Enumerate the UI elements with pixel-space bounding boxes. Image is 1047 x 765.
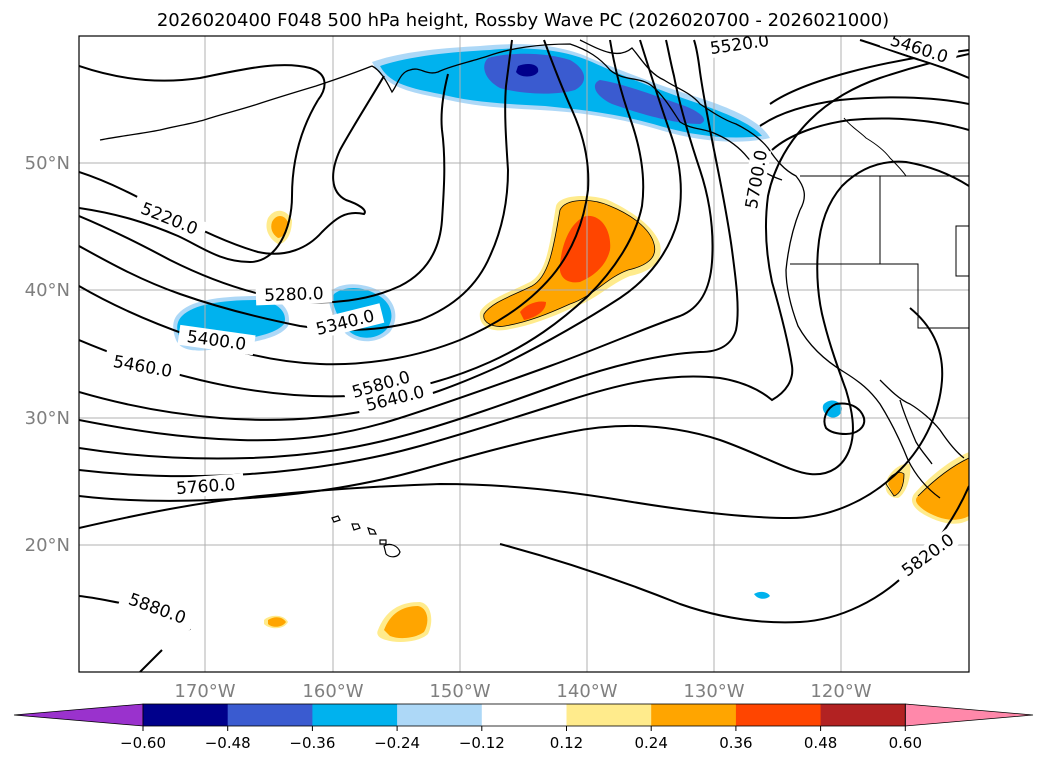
colorbar-tick-label: 0.24 (634, 734, 667, 752)
contour-closed-low (823, 402, 866, 436)
pos-strong-central (559, 215, 611, 283)
colorbar-segment (227, 704, 313, 726)
contour-5220-a (79, 99, 319, 264)
neg-small-south (754, 591, 770, 599)
contour-north-1 (79, 64, 326, 101)
hawaiian-islands (331, 515, 401, 558)
lat-tick: 40°N (25, 280, 70, 301)
pos-mid-hawaii (384, 606, 428, 639)
coast-panhandle (579, 39, 806, 211)
colorbar-segment (397, 704, 483, 726)
contour-5760 (79, 160, 969, 502)
pos-mid-sw (268, 617, 286, 627)
colorbar-segment (566, 704, 652, 726)
colorbar-tick-label: −0.60 (120, 734, 166, 752)
colorbar-tick-label: 0.48 (804, 734, 837, 752)
contour-5460-north (859, 39, 969, 79)
anomaly-outlines (483, 200, 969, 497)
map-frame (78, 35, 970, 673)
contour-5580 (79, 39, 714, 442)
border-alaska-canada (843, 117, 907, 177)
lon-tick: 170°W (174, 681, 235, 702)
contour-5640 (79, 39, 739, 460)
lon-tick-labels: 170°W 160°W 150°W 140°W 130°W 120°W (174, 681, 871, 702)
colorbar-segment (735, 704, 822, 726)
colorbar-frame (142, 703, 906, 727)
contour-5580-north (759, 96, 969, 127)
contour-label: 5280.0 (264, 284, 324, 306)
contour-5820-inner (79, 307, 944, 529)
lon-tick: 140°W (556, 681, 617, 702)
lon-tick: 150°W (429, 681, 490, 702)
colorbar-tick-label: 0.36 (719, 734, 752, 752)
colorbar-tick-label: 0.12 (550, 734, 583, 752)
coast-aleutians (99, 65, 373, 141)
pos-mid-mexico-b (916, 458, 969, 520)
coast-gulf-california (879, 379, 965, 459)
contour-5520 (79, 39, 682, 421)
colorbar-segment (820, 704, 906, 726)
colorbar-tick-label: −0.24 (374, 734, 420, 752)
graticule (79, 36, 969, 672)
contour-5340 (79, 39, 513, 331)
lat-tick-labels: 50°N 40°N 30°N 20°N (25, 153, 70, 556)
contour-5280 (79, 73, 449, 304)
pos-mid-nw (271, 216, 288, 238)
colorbar-segment (651, 704, 737, 726)
lon-tick: 160°W (302, 681, 363, 702)
neg-max-alaska (516, 64, 539, 77)
contour-5460 (79, 39, 645, 398)
pos-strong-central-b (520, 301, 546, 320)
lat-tick: 30°N (25, 408, 70, 429)
colorbar-extend-max (904, 703, 1034, 727)
colorbar-tick-label: −0.12 (459, 734, 505, 752)
contour-5700 (79, 53, 969, 478)
lat-tick: 20°N (25, 535, 70, 556)
colorbar-extend-min (13, 703, 144, 727)
contour-5880-b (139, 649, 163, 672)
colorbar (13, 703, 1034, 727)
colorbar-tick-label: −0.48 (205, 734, 251, 752)
map-title: 2026020400 F048 500 hPa height, Rossby W… (157, 10, 889, 31)
coast-alaska (371, 43, 783, 181)
border-nevada (880, 263, 969, 329)
map-area: 5520.0 5460.0 5700.0 5220.0 5280.0 5340.… (79, 36, 969, 672)
contour-5640-north (771, 117, 969, 151)
coast-baja (899, 399, 933, 465)
colorbar-tick-label: 0.60 (889, 734, 922, 752)
colorbar-tick-label: −0.36 (289, 734, 335, 752)
lon-tick: 130°W (683, 681, 744, 702)
colorbar-segment (312, 704, 398, 726)
border-state-ne (955, 225, 969, 277)
borders (790, 117, 969, 329)
colorbar-segment (143, 704, 229, 726)
lat-tick: 50°N (25, 153, 70, 174)
colorbar-segment (481, 704, 567, 726)
colorbar-tick-labels: −0.60 −0.48 −0.36 −0.24 −0.12 0.12 0.24 0.36 0.4… (120, 726, 922, 752)
contour-label: 5760.0 (175, 475, 236, 499)
lon-tick: 120°W (810, 681, 871, 702)
